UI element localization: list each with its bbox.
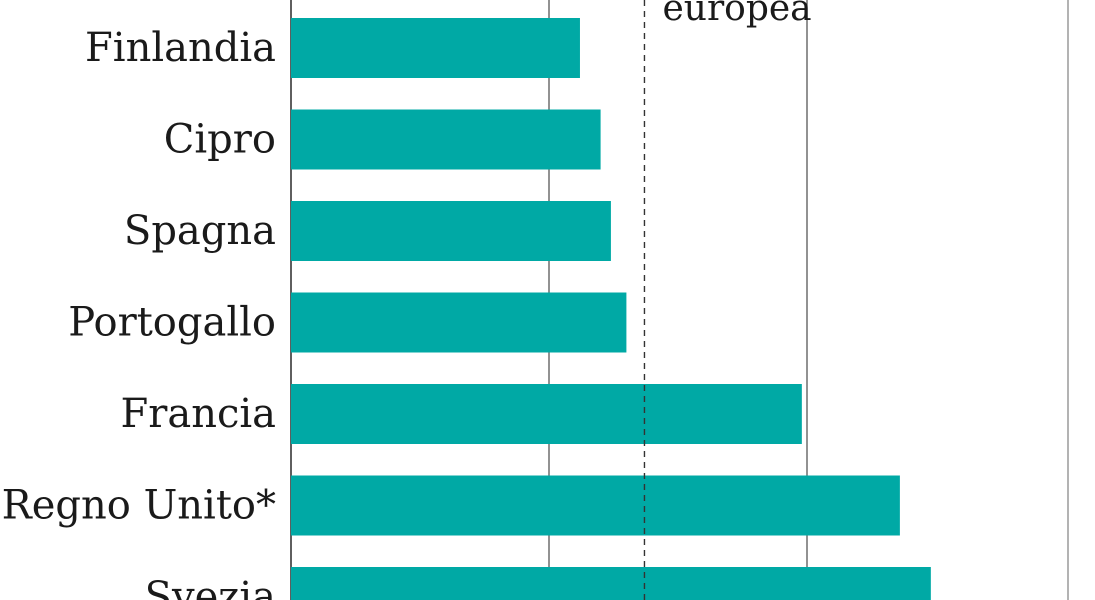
bar-3 [291, 292, 627, 353]
reference-line-label: europea [662, 0, 811, 29]
bar-6 [291, 567, 931, 600]
bar-5 [291, 475, 900, 536]
bar-1 [291, 109, 601, 170]
bar-2 [291, 201, 611, 261]
category-label-0: Finlandia [85, 25, 276, 71]
category-label-5: Regno Unito* [2, 483, 276, 529]
bar-0 [291, 18, 580, 78]
bar-4 [291, 384, 802, 444]
reference-line-group: europea [643, 0, 812, 600]
category-label-4: Francia [120, 391, 276, 437]
category-label-3: Portogallo [68, 300, 276, 346]
category-label-2: Spagna [124, 208, 276, 254]
category-label-1: Cipro [164, 117, 276, 163]
category-label-6: Svezia [145, 574, 276, 600]
bars [291, 18, 931, 600]
category-labels: Finlandia Cipro Spagna Portogallo Francia Reg… [2, 25, 276, 600]
